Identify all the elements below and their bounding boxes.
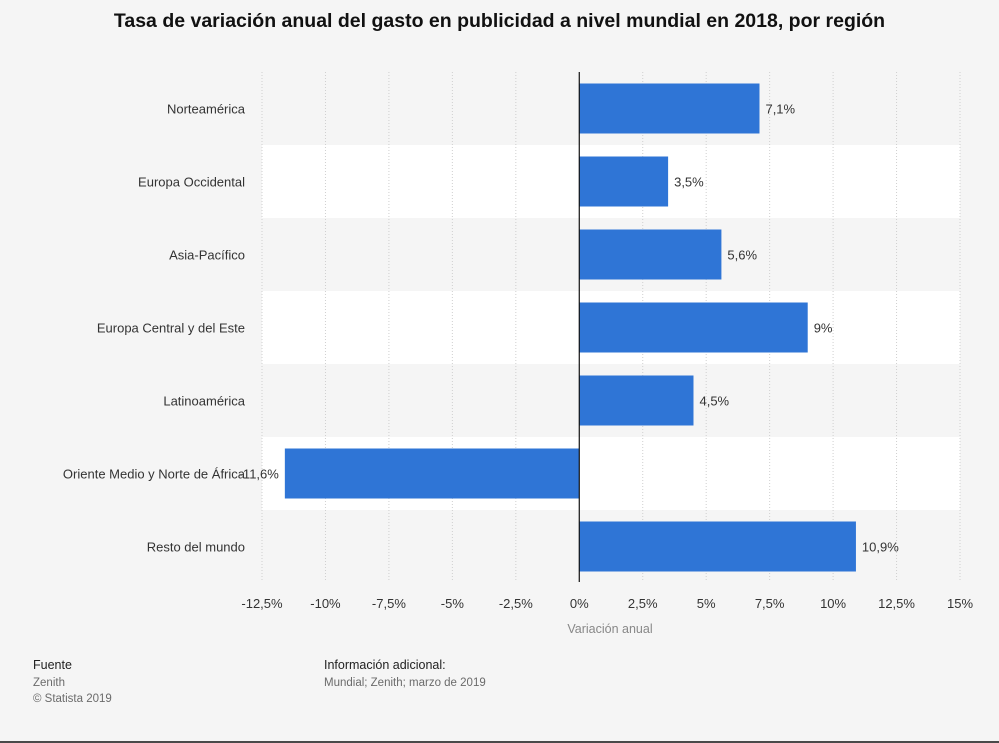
info-line: Mundial; Zenith; marzo de 2019 [324,677,486,689]
tick-label: -12,5% [241,596,283,611]
category-label: Asia-Pacífico [169,248,245,263]
data-label: 10,9% [862,540,899,555]
tick-label: -7,5% [372,596,406,611]
gridlines [261,72,961,582]
tick-label: -5% [441,596,465,611]
category-label: Europa Occidental [138,175,245,190]
category-label: Latinoamérica [163,394,245,409]
tick-labels: -12,5% -10% -7,5% -5% -2,5% 0% 2,5% 5% 7,5% 10% 12… [241,596,973,611]
bar-chart: Norteamérica Europa Occidental Asia-Pacífi… [63,72,973,636]
bars [284,83,856,572]
tick-label: 2,5% [628,596,658,611]
tick-label: 7,5% [755,596,785,611]
x-axis-title: Variación anual [567,622,652,636]
bar [579,302,808,353]
info-heading: Información adicional: [324,658,446,672]
source-line: © Statista 2019 [33,693,112,705]
data-label: 7,1% [765,102,795,117]
source-line: Zenith [33,677,65,689]
tick-label: 0% [570,596,589,611]
bar [579,229,722,280]
category-label: Norteamérica [167,102,246,117]
value-labels: 7,1% 3,5% 5,6% 9% 4,5% -11,6% 10,9% [239,102,900,555]
bar [579,375,694,426]
bar [579,156,669,207]
tick-label: 10% [820,596,846,611]
data-label: 9% [814,321,833,336]
tick-label: 15% [947,596,973,611]
bottom-rule [0,741,999,743]
data-label: -11,6% [239,467,280,482]
footer-source: Fuente Zenith © Statista 2019 [33,658,112,707]
footer-info: Información adicional: Mundial; Zenith; … [324,658,486,691]
source-heading: Fuente [33,658,72,672]
data-label: 3,5% [674,175,704,190]
category-label: Resto del mundo [147,540,245,555]
category-label: Oriente Medio y Norte de África [63,467,246,482]
data-label: 4,5% [699,394,729,409]
tick-label: 12,5% [878,596,915,611]
category-label: Europa Central y del Este [97,321,245,336]
bar [579,521,856,572]
bar [579,83,760,134]
tick-label: 5% [697,596,716,611]
tick-label: -2,5% [499,596,533,611]
tick-label: -10% [310,596,341,611]
chart-title: Tasa de variación anual del gasto en pub… [113,10,886,32]
category-labels: Norteamérica Europa Occidental Asia-Pacífi… [63,102,246,555]
data-label: 5,6% [727,248,757,263]
bar [284,448,580,499]
